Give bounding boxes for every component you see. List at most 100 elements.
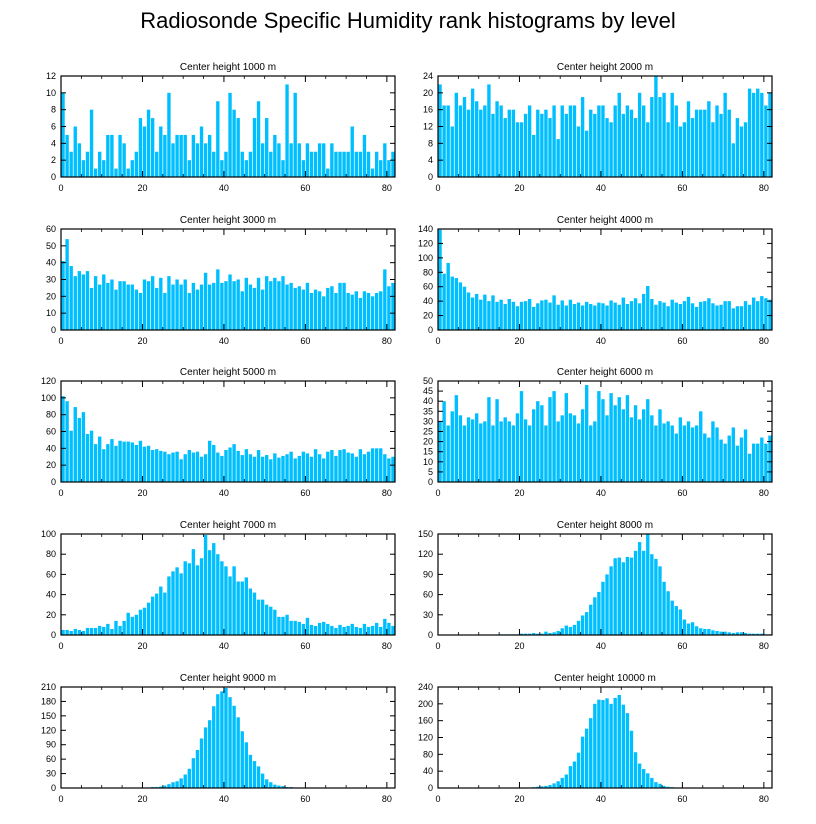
histogram-bar (487, 84, 491, 177)
y-tick-label: 45 (423, 386, 433, 396)
y-tick-label: 200 (418, 699, 433, 709)
histogram-bar (252, 761, 257, 788)
histogram-bar (338, 450, 342, 482)
histogram-bar (564, 393, 568, 482)
histogram-bar (650, 777, 654, 788)
histogram-bar (760, 296, 764, 330)
histogram-bar (81, 274, 86, 330)
panel-title: Center height 8000 m (557, 520, 653, 531)
histogram-bar (199, 558, 204, 635)
histogram-bar (470, 419, 475, 482)
histogram-bar (342, 626, 346, 635)
histogram-bar (301, 623, 306, 635)
histogram-bar (731, 427, 735, 482)
histogram-bar (317, 454, 322, 482)
x-tick-label: 20 (137, 183, 147, 193)
y-tick-label: 16 (423, 105, 433, 115)
histogram-bar (523, 301, 528, 330)
histogram-bar (707, 437, 711, 482)
x-tick-label: 60 (300, 183, 310, 193)
histogram-bar (556, 139, 560, 177)
histogram-bar (191, 758, 196, 788)
histogram-bar (203, 727, 208, 788)
histogram-bar (212, 151, 216, 177)
histogram-bar (735, 632, 740, 635)
y-tick-label: 20 (423, 437, 433, 447)
histogram-bar (540, 633, 544, 635)
histogram-bar (265, 604, 269, 635)
histogram-bar (515, 122, 520, 177)
histogram-bar (106, 134, 110, 177)
x-tick-label: 20 (137, 641, 147, 651)
histogram-bar (625, 105, 630, 177)
histogram-bar (454, 395, 459, 482)
histogram-bar (617, 694, 621, 788)
y-tick-label: 150 (41, 711, 56, 721)
histogram-bar (69, 430, 73, 482)
y-tick-label: 60 (46, 754, 56, 764)
histogram-bar (195, 565, 200, 635)
histogram-bar (134, 444, 139, 482)
histogram-bar (707, 101, 711, 177)
histogram-bar (601, 700, 605, 788)
histogram-bar (130, 284, 134, 330)
histogram-bar (576, 126, 581, 177)
x-tick-label: 60 (677, 488, 687, 498)
histogram-bar (662, 581, 666, 635)
histogram-bar (379, 160, 383, 177)
histogram-bar (527, 105, 532, 177)
histogram-bar (362, 454, 367, 482)
histogram-bar (576, 752, 581, 788)
histogram-bar (236, 717, 240, 788)
histogram-bar (621, 113, 626, 177)
histogram-bar (674, 433, 678, 482)
histogram-bar (85, 434, 90, 482)
histogram-bar (609, 300, 613, 330)
histogram-bar (637, 92, 642, 177)
histogram-bar (142, 607, 147, 635)
histogram-bar (739, 437, 744, 482)
histogram-bar (183, 134, 187, 177)
histogram-bar (269, 281, 273, 330)
histogram-bar (256, 277, 261, 330)
histogram-bar (379, 291, 383, 330)
histogram-bar (646, 399, 650, 482)
histogram-bar (65, 239, 69, 330)
histogram-bar (203, 143, 208, 177)
histogram-bar (126, 284, 130, 330)
histogram-bar (61, 92, 65, 177)
x-tick-label: 80 (382, 488, 392, 498)
panel-title: Center height 2000 m (557, 62, 653, 73)
histogram-bar (605, 698, 609, 788)
histogram-bar (532, 306, 536, 330)
x-tick-label: 40 (219, 183, 229, 193)
histogram-bar (646, 122, 650, 177)
histogram-bar (483, 105, 487, 177)
histogram-bar (458, 415, 463, 482)
histogram-bar (81, 160, 86, 177)
y-tick-label: 0 (428, 783, 433, 793)
histogram-bar (633, 298, 638, 330)
y-tick-label: 30 (46, 275, 56, 285)
histogram-bar (346, 452, 350, 482)
histogram-bar (568, 299, 573, 330)
histogram-bar (629, 730, 634, 788)
histogram-bar (134, 151, 139, 177)
histogram-bar (297, 455, 301, 482)
histogram-bar (374, 622, 379, 635)
histogram-bar (601, 303, 605, 330)
y-tick-label: 40 (46, 443, 56, 453)
histogram-bar (102, 160, 106, 177)
histogram-bar (751, 297, 756, 330)
histogram-bar (739, 126, 744, 177)
histogram-bar (470, 88, 475, 177)
histogram-bar (179, 134, 183, 177)
histogram-bar (305, 143, 310, 177)
histogram-bar (617, 92, 621, 177)
histogram-bar (346, 151, 350, 177)
histogram-bar (146, 602, 151, 635)
histogram-bar (228, 447, 232, 482)
histogram-bar (171, 452, 175, 482)
histogram-bar (605, 305, 609, 330)
y-tick-label: 240 (418, 682, 433, 692)
